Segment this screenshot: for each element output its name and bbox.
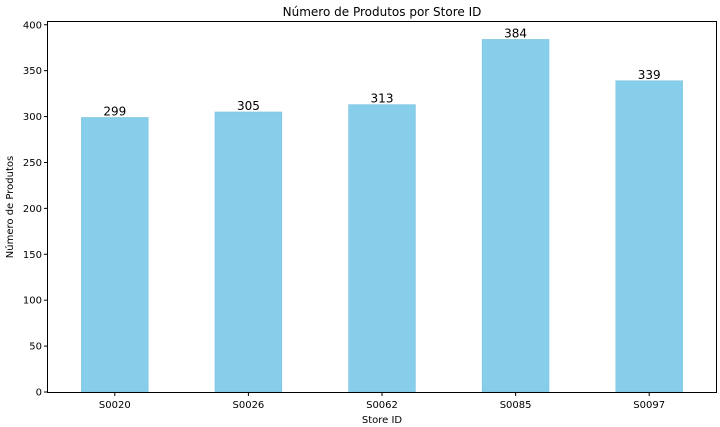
bar	[81, 117, 149, 393]
x-tick-label: S0085	[500, 400, 532, 411]
bar-value-label: 339	[638, 68, 661, 82]
bar	[615, 80, 683, 393]
bar-value-label: 384	[504, 26, 527, 40]
y-tick-label: 400	[23, 20, 42, 31]
y-tick-label: 350	[23, 66, 42, 77]
x-tick-label: S0026	[233, 400, 265, 411]
bar	[214, 111, 283, 393]
x-tick-label: S0062	[366, 400, 398, 411]
x-axis-label: Store ID	[362, 415, 403, 426]
x-tick-label: S0097	[633, 400, 665, 411]
plot-frame	[47, 21, 717, 393]
bar-value-label: 299	[103, 104, 126, 118]
bar	[348, 104, 416, 393]
y-tick-label: 300	[23, 112, 42, 123]
bar-value-label: 313	[371, 92, 394, 106]
y-tick-label: 150	[23, 250, 42, 261]
y-tick-label: 100	[23, 296, 42, 307]
y-tick-label: 50	[29, 342, 42, 353]
bar	[481, 39, 550, 393]
y-tick-label: 0	[36, 388, 42, 399]
y-tick-label: 250	[23, 158, 42, 169]
bar-value-label: 305	[237, 99, 260, 113]
chart-title: Número de Produtos por Store ID	[283, 5, 482, 19]
y-tick-label: 200	[23, 204, 42, 215]
y-axis-label: Número de Produtos	[4, 156, 16, 258]
plot-area: 0 50 100 150 200 250 300 350 400 S0020 299 S0026 305…	[23, 20, 683, 411]
x-tick-label: S0020	[99, 400, 131, 411]
